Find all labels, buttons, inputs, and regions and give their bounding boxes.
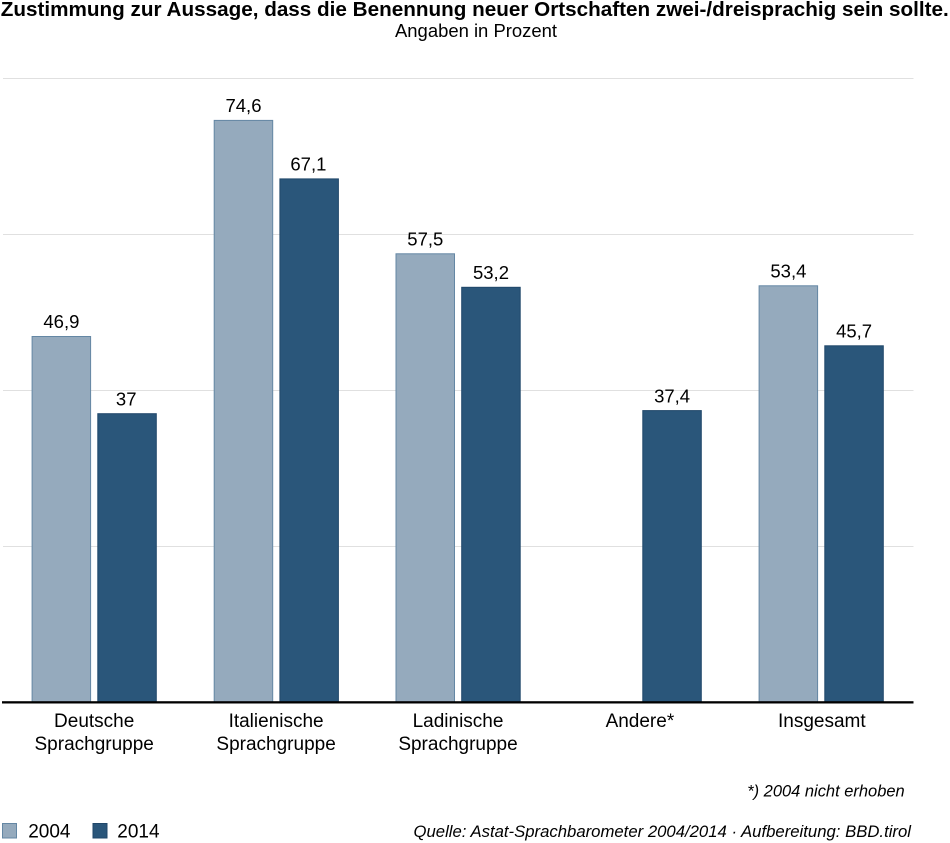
svg-text:37: 37 [116,388,137,409]
svg-text:53,4: 53,4 [770,261,806,282]
svg-text:74,6: 74,6 [225,95,261,116]
svg-text:Zustimmung zur Aussage, dass d: Zustimmung zur Aussage, dass die Benennu… [1,0,949,21]
svg-text:37,4: 37,4 [654,385,690,406]
svg-text:Sprachgruppe: Sprachgruppe [35,734,154,755]
svg-text:2014: 2014 [117,822,160,843]
svg-text:Deutsche: Deutsche [54,711,134,732]
svg-text:Andere*: Andere* [606,711,675,732]
svg-text:Insgesamt: Insgesamt [778,711,866,732]
svg-text:45,7: 45,7 [836,321,872,342]
svg-text:2004: 2004 [28,822,71,843]
svg-text:Sprachgruppe: Sprachgruppe [398,734,517,755]
svg-text:*) 2004 nicht erhoben: *) 2004 nicht erhoben [747,782,905,801]
svg-text:46,9: 46,9 [43,311,79,332]
svg-text:Quelle: Astat-Sprachbarometer: Quelle: Astat-Sprachbarometer 2004/2014 … [414,822,913,841]
svg-text:67,1: 67,1 [290,154,326,175]
svg-text:Angaben in Prozent: Angaben in Prozent [395,20,557,41]
svg-text:Italienische: Italienische [229,711,324,732]
svg-text:Sprachgruppe: Sprachgruppe [216,734,335,755]
svg-text:53,2: 53,2 [473,262,509,283]
svg-text:57,5: 57,5 [407,229,443,250]
svg-text:Ladinische: Ladinische [413,711,504,732]
